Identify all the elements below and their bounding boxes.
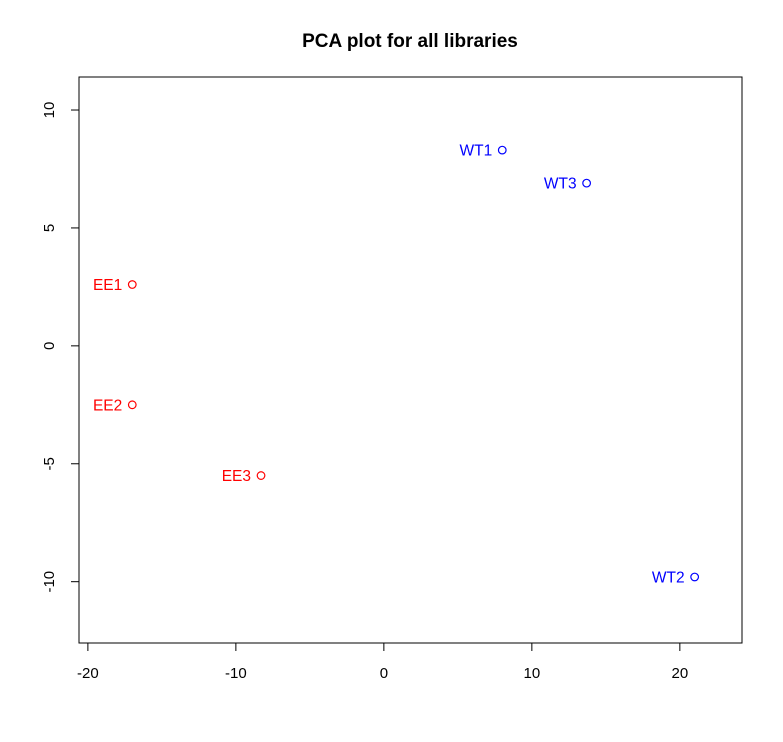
point-label-ee2: EE2 bbox=[93, 397, 122, 414]
point-marker-wt2 bbox=[690, 572, 700, 582]
y-tick-label: 10 bbox=[41, 102, 58, 119]
point-label-wt2: WT2 bbox=[652, 569, 685, 586]
x-axis: -20 -10 0 10 20 bbox=[77, 642, 689, 682]
point-label-ee3: EE3 bbox=[222, 468, 251, 485]
x-tick-label: 10 bbox=[524, 665, 541, 682]
y-axis: -10 -5 0 5 10 bbox=[41, 102, 80, 593]
x-tick-label: 0 bbox=[380, 665, 388, 682]
plot-area-frame bbox=[78, 76, 743, 644]
y-tick-label: 5 bbox=[41, 224, 58, 232]
point-label-ee1: EE1 bbox=[93, 277, 122, 294]
point-label-wt1: WT1 bbox=[460, 143, 493, 160]
point-marker-ee2 bbox=[127, 400, 137, 410]
x-tick-label: -10 bbox=[225, 665, 247, 682]
point-label-wt3: WT3 bbox=[544, 176, 577, 193]
x-tick-label: -20 bbox=[77, 665, 99, 682]
chart-title: PCA plot for all libraries bbox=[302, 31, 518, 52]
point-marker-wt1 bbox=[497, 145, 507, 155]
y-tick-label: -10 bbox=[41, 571, 58, 593]
y-tick-label: 0 bbox=[41, 342, 58, 350]
y-tick-label: -5 bbox=[41, 457, 58, 470]
point-marker-ee3 bbox=[256, 471, 266, 480]
x-tick-label: 20 bbox=[672, 665, 689, 682]
point-marker-wt3 bbox=[582, 178, 592, 188]
point-marker-ee1 bbox=[127, 280, 137, 289]
data-points: EE1 EE2 EE3 WT1 WT3 WT2 bbox=[93, 143, 700, 586]
